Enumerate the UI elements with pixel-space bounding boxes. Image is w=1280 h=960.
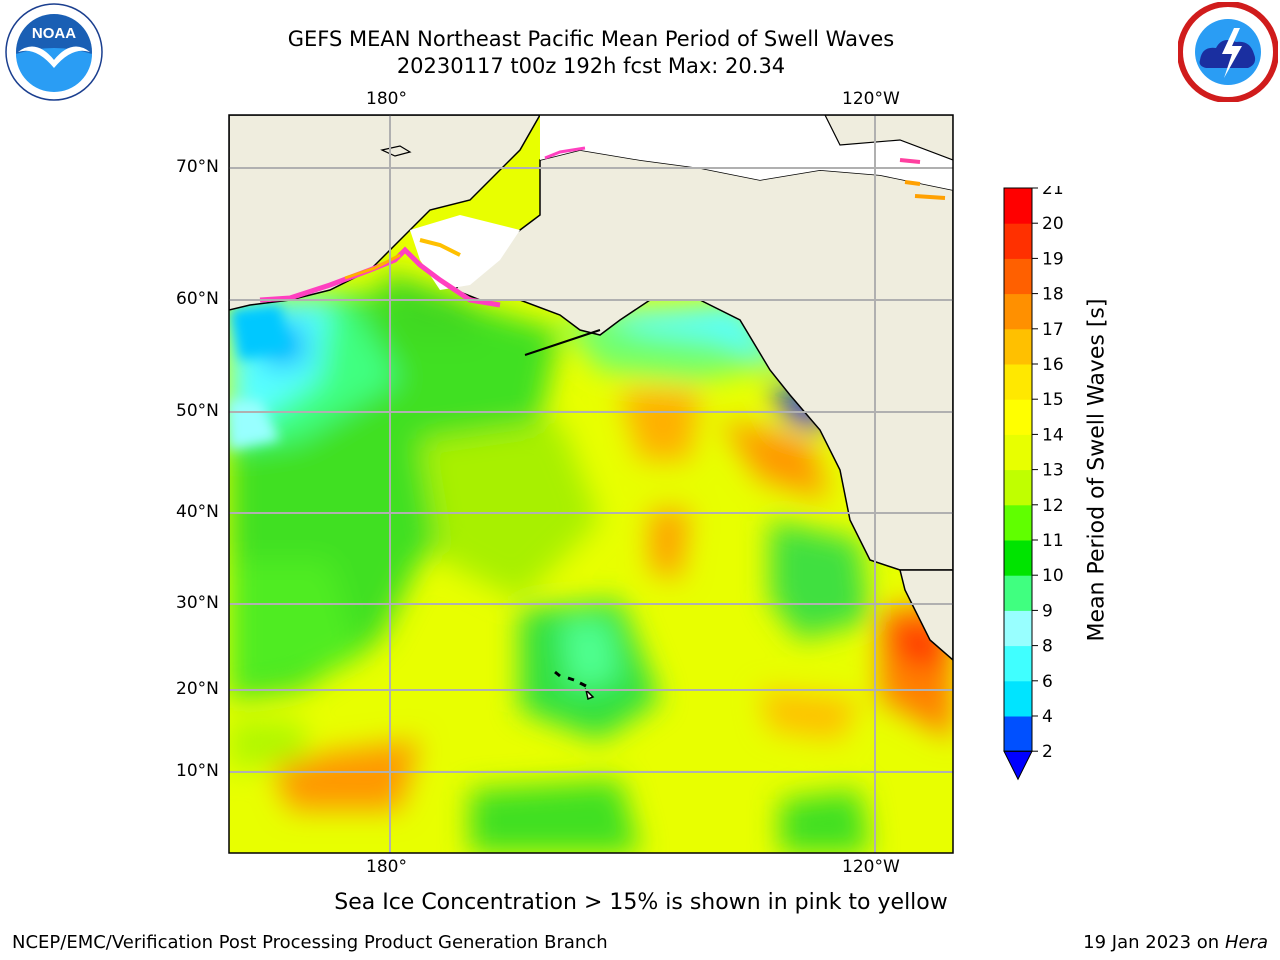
lat-label-10n: 10°N bbox=[176, 761, 219, 781]
colorbar-tick-label: 15 bbox=[1042, 390, 1064, 410]
colorbar-tick-label: 4 bbox=[1042, 707, 1053, 727]
colorbar-segment bbox=[1004, 540, 1032, 576]
lat-label-20n: 20°N bbox=[176, 679, 219, 699]
lon-label-top-180: 180° bbox=[366, 89, 407, 109]
colorbar-segment bbox=[1004, 716, 1032, 752]
lat-label-70n: 70°N bbox=[176, 157, 219, 177]
colorbar-segment bbox=[1004, 434, 1032, 471]
colorbar-segment bbox=[1004, 610, 1032, 647]
land bbox=[229, 115, 953, 701]
colorbar-tick-label: 17 bbox=[1042, 320, 1064, 340]
footer-host: Hera bbox=[1224, 932, 1268, 953]
colorbar-segment bbox=[1004, 680, 1032, 717]
lat-label-40n: 40°N bbox=[176, 502, 219, 522]
gridlines bbox=[229, 115, 953, 853]
colorbar-tick-label: 19 bbox=[1042, 249, 1064, 269]
colorbar-segment bbox=[1004, 469, 1032, 506]
noaa-logo-text: NOAA bbox=[32, 25, 76, 42]
colorbar-label: Mean Period of Swell Waves [s] bbox=[1084, 298, 1110, 642]
lat-label-30n: 30°N bbox=[176, 593, 219, 613]
footer-credit: NCEP/EMC/Verification Post Processing Pr… bbox=[12, 932, 608, 953]
colorbar-tick-label: 18 bbox=[1042, 285, 1064, 305]
colorbar-tick-label: 21 bbox=[1042, 186, 1064, 199]
lon-label-top-120w: 120°W bbox=[842, 89, 900, 109]
nws-logo bbox=[1178, 2, 1278, 102]
colorbar-tick-label: 9 bbox=[1042, 601, 1053, 621]
footer-date-text: 19 Jan 2023 on bbox=[1083, 932, 1220, 953]
colorbar-tick-label: 11 bbox=[1042, 531, 1064, 551]
sea-ice-note: Sea Ice Concentration > 15% is shown in … bbox=[334, 890, 948, 915]
noaa-logo: NOAA bbox=[5, 3, 103, 101]
lon-label-bottom-120w: 120°W bbox=[842, 857, 900, 877]
map-frame bbox=[228, 114, 954, 854]
colorbar-tick-label: 10 bbox=[1042, 566, 1064, 586]
colorbar: 2 4 6 8 9 10 11 12 13 14 15 16 17 18 19 20 21 bbox=[1003, 186, 1064, 781]
map-field bbox=[229, 115, 953, 853]
colorbar-tick-label: 14 bbox=[1042, 425, 1064, 445]
lat-label-60n: 60°N bbox=[176, 289, 219, 309]
colorbar-tick-label: 16 bbox=[1042, 355, 1064, 375]
lon-label-bottom-180: 180° bbox=[366, 857, 407, 877]
colorbar-segment bbox=[1004, 504, 1032, 541]
colorbar-segment bbox=[1004, 223, 1032, 259]
colorbar-segment bbox=[1004, 364, 1032, 400]
lat-label-50n: 50°N bbox=[176, 401, 219, 421]
colorbar-tick-label: 20 bbox=[1042, 214, 1064, 234]
colorbar-segment bbox=[1004, 399, 1032, 435]
colorbar-tick-label: 8 bbox=[1042, 637, 1053, 657]
chart-subtitle: 20230117 t00z 192h fcst Max: 20.34 bbox=[396, 54, 786, 78]
colorbar-tick-label: 2 bbox=[1042, 742, 1053, 762]
colorbar-segment bbox=[1004, 258, 1032, 295]
colorbar-segment bbox=[1004, 575, 1032, 611]
colorbar-segment bbox=[1004, 645, 1032, 682]
colorbar-segment bbox=[1004, 188, 1032, 224]
colorbar-segment bbox=[1004, 328, 1032, 365]
colorbar-tick-label: 12 bbox=[1042, 496, 1064, 516]
colorbar-under-arrow bbox=[1003, 750, 1033, 781]
colorbar-tick-label: 13 bbox=[1042, 461, 1064, 481]
colorbar-segment bbox=[1004, 293, 1032, 330]
sea-ice-fringe bbox=[259, 146, 946, 308]
wave-period-field bbox=[229, 270, 953, 853]
chart-title: GEFS MEAN Northeast Pacific Mean Period … bbox=[287, 27, 895, 51]
colorbar-tick-label: 6 bbox=[1042, 672, 1053, 692]
footer-date: 19 Jan 2023 on Hera bbox=[1083, 932, 1268, 953]
